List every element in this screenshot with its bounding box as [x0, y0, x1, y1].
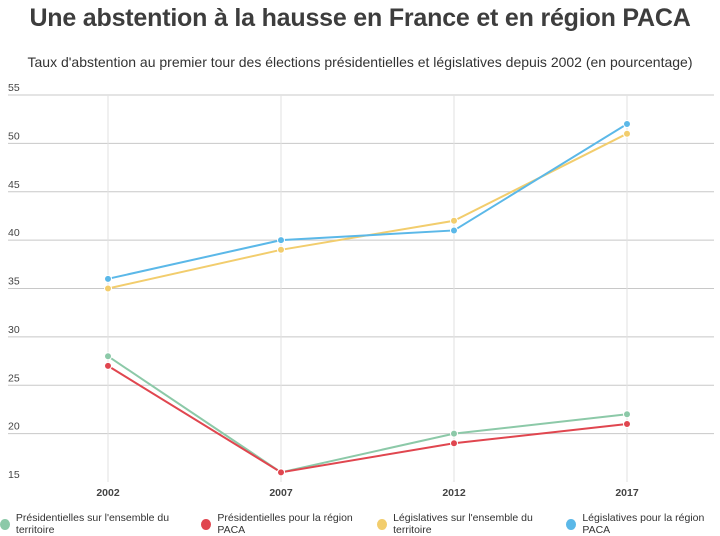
data-point[interactable] [450, 429, 458, 438]
x-tick-label: 2007 [269, 487, 293, 499]
x-tick-label: 2012 [442, 487, 466, 499]
y-tick-label: 15 [8, 469, 20, 481]
y-tick-label: 35 [8, 276, 20, 288]
legend: Présidentielles sur l'ensemble du territ… [0, 512, 720, 536]
legend-marker-icon [566, 518, 577, 530]
x-axis-ticks: 2002 2007 2012 2017 [96, 487, 639, 499]
data-point[interactable] [104, 352, 112, 361]
y-tick-label: 20 [8, 421, 20, 433]
legend-item[interactable]: Législatives sur l'ensemble du territoir… [377, 512, 556, 536]
data-point[interactable] [450, 226, 458, 235]
series-line [107, 365, 628, 474]
legend-marker-icon [0, 518, 10, 530]
series-line [107, 123, 628, 280]
data-point[interactable] [623, 120, 631, 129]
y-tick-label: 45 [8, 179, 20, 191]
data-point[interactable] [277, 468, 285, 477]
series-points [104, 120, 631, 477]
gridlines [8, 94, 714, 482]
data-point[interactable] [104, 274, 112, 283]
x-tick-label: 2002 [96, 487, 120, 499]
data-point[interactable] [623, 410, 631, 419]
series-line [107, 132, 628, 290]
legend-marker-icon [377, 518, 388, 530]
data-point[interactable] [104, 284, 112, 293]
legend-marker-icon [201, 518, 212, 530]
legend-label: Législatives pour la région PACA [582, 512, 705, 536]
data-point[interactable] [450, 216, 458, 225]
y-tick-label: 40 [8, 227, 20, 239]
data-point[interactable] [623, 129, 631, 138]
data-point[interactable] [277, 236, 285, 245]
y-tick-label: 25 [8, 372, 20, 384]
chart-title: Une abstention à la hausse en France et … [29, 4, 691, 32]
x-tick-label: 2017 [615, 487, 639, 499]
legend-item[interactable]: Législatives pour la région PACA [566, 512, 720, 536]
legend-item[interactable]: Présidentielles pour la région PACA [201, 512, 367, 536]
y-axis-ticks: 55 50 45 40 35 30 25 20 15 [8, 82, 20, 481]
legend-label: Présidentielles pour la région PACA [217, 512, 353, 536]
y-tick-label: 55 [8, 82, 20, 94]
chart-subtitle: Taux d'abstention au premier tour des él… [27, 54, 693, 70]
data-point[interactable] [277, 245, 285, 254]
data-point[interactable] [450, 439, 458, 448]
legend-label: Législatives sur l'ensemble du territoir… [393, 512, 533, 536]
y-tick-label: 30 [8, 324, 20, 336]
series-line [107, 355, 628, 474]
data-point[interactable] [623, 419, 631, 428]
series-lines [107, 123, 628, 474]
data-point[interactable] [104, 361, 112, 370]
legend-item[interactable]: Présidentielles sur l'ensemble du territ… [0, 512, 191, 536]
legend-label: Présidentielles sur l'ensemble du territ… [15, 512, 170, 536]
y-tick-label: 50 [8, 130, 20, 142]
